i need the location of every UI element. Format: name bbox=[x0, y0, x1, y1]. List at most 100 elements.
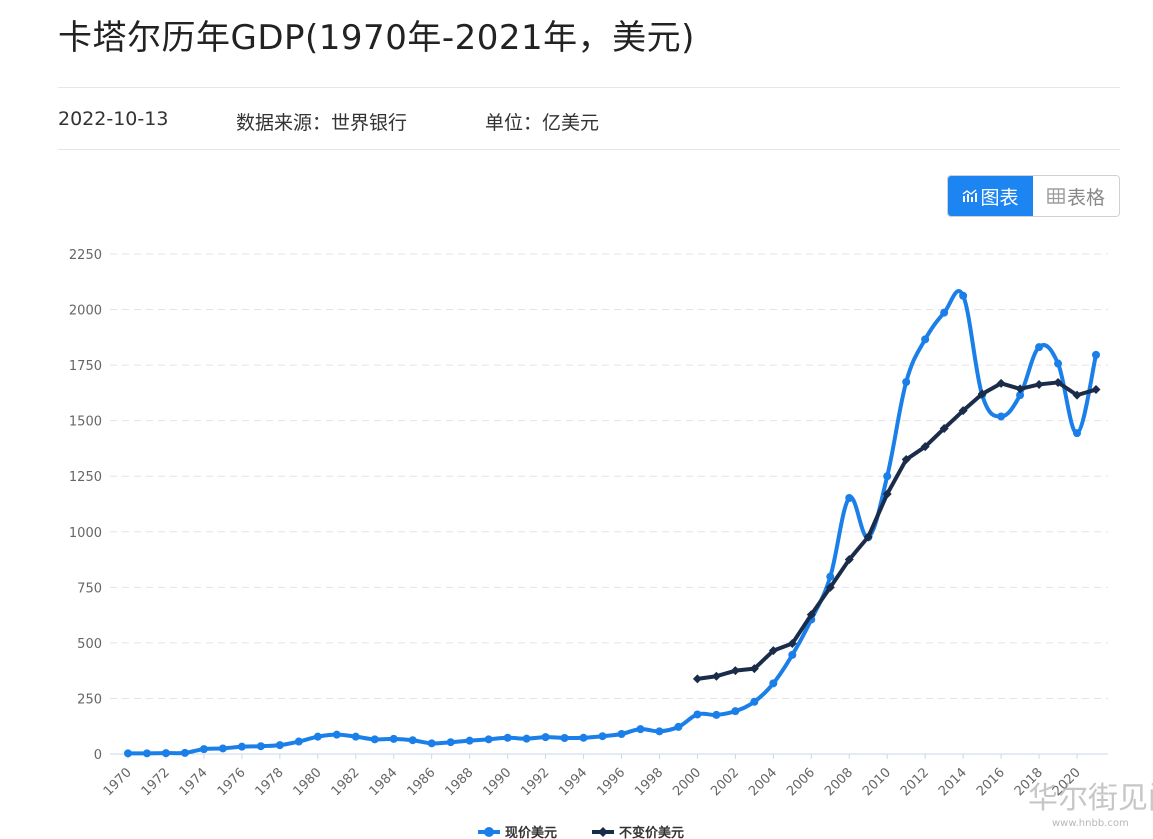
x-tick-label: 1996 bbox=[594, 765, 628, 799]
data-point bbox=[389, 734, 398, 743]
page-title: 卡塔尔历年GDP(1970年-2021年，美元) bbox=[58, 18, 695, 58]
data-point bbox=[617, 730, 626, 738]
x-tick-label: 2002 bbox=[708, 765, 742, 799]
data-point bbox=[180, 748, 189, 757]
table-view-button[interactable]: 表格 bbox=[1033, 176, 1119, 216]
x-tick-label: 1976 bbox=[215, 765, 249, 799]
table-view-label: 表格 bbox=[1066, 186, 1105, 209]
data-point bbox=[598, 732, 607, 741]
data-point bbox=[560, 734, 569, 742]
data-point bbox=[920, 442, 930, 452]
data-point bbox=[825, 582, 835, 592]
y-tick-label: 500 bbox=[77, 637, 102, 652]
data-point bbox=[845, 494, 854, 502]
legend-label: 现价美元 bbox=[505, 825, 557, 839]
publish-date: 2022-10-13 bbox=[58, 108, 169, 130]
data-point bbox=[883, 472, 892, 481]
x-tick-label: 2012 bbox=[898, 765, 932, 799]
data-point bbox=[921, 335, 930, 344]
series-line bbox=[695, 380, 1098, 681]
data-point bbox=[1092, 350, 1100, 359]
data-point bbox=[636, 725, 645, 734]
data-point bbox=[256, 742, 265, 751]
x-tick-label: 2010 bbox=[860, 765, 894, 799]
divider-top bbox=[58, 87, 1120, 88]
data-point bbox=[655, 727, 664, 736]
data-point bbox=[313, 732, 322, 741]
chart-view-button[interactable]: 图表 bbox=[948, 176, 1033, 216]
data-point bbox=[1035, 343, 1044, 352]
data-point bbox=[370, 735, 379, 744]
x-tick-label: 1970 bbox=[101, 765, 135, 799]
data-point bbox=[902, 378, 911, 386]
y-tick-label: 750 bbox=[77, 581, 102, 596]
x-tick-label: 1972 bbox=[139, 765, 173, 799]
series-line bbox=[126, 289, 1098, 756]
data-point bbox=[541, 733, 550, 742]
data-point bbox=[769, 679, 778, 688]
y-tick-label: 2000 bbox=[69, 304, 102, 319]
data-point bbox=[863, 532, 873, 542]
legend-item[interactable]: 现价美元 bbox=[478, 825, 557, 839]
x-tick-label: 1994 bbox=[556, 765, 590, 799]
data-point bbox=[522, 734, 531, 743]
data-point bbox=[484, 735, 493, 744]
data-point bbox=[332, 730, 341, 739]
data-point bbox=[711, 671, 721, 681]
y-tick-label: 250 bbox=[77, 692, 102, 707]
legend-label: 不变价美元 bbox=[619, 825, 684, 839]
data-point bbox=[939, 423, 949, 433]
data-point bbox=[788, 650, 797, 659]
legend[interactable]: 现价美元 不变价美元 bbox=[478, 825, 684, 839]
x-tick-label: 1974 bbox=[177, 765, 211, 799]
data-point bbox=[161, 749, 170, 758]
divider-bottom bbox=[58, 149, 1120, 150]
chart-view-label: 图表 bbox=[980, 186, 1019, 209]
data-point bbox=[844, 555, 854, 565]
y-tick-label: 1750 bbox=[69, 359, 102, 374]
x-tick-label: 1986 bbox=[405, 765, 439, 799]
data-point bbox=[579, 733, 588, 742]
x-tick-label: 2014 bbox=[936, 765, 970, 799]
data-point bbox=[465, 736, 474, 745]
data-point bbox=[275, 741, 284, 750]
x-tick-label: 2006 bbox=[784, 765, 818, 799]
y-tick-label: 1000 bbox=[69, 526, 102, 541]
data-point bbox=[294, 737, 303, 746]
data-point bbox=[749, 664, 759, 674]
y-axis: 0 250 500 750 1000 1250 1500 1750 2000 2250 bbox=[69, 248, 1108, 763]
data-point bbox=[882, 489, 892, 499]
data-point bbox=[674, 722, 683, 731]
x-tick-label: 2008 bbox=[822, 765, 856, 799]
x-tick-label: 2016 bbox=[974, 765, 1008, 799]
y-tick-label: 1500 bbox=[69, 415, 102, 430]
data-source: 数据来源：世界银行 bbox=[236, 112, 408, 134]
legend-marker bbox=[598, 827, 608, 837]
x-tick-label: 1998 bbox=[632, 765, 666, 799]
x-tick-label: 1978 bbox=[253, 765, 287, 799]
data-point bbox=[1034, 379, 1044, 389]
data-point bbox=[731, 707, 740, 716]
grid-lines bbox=[110, 253, 1108, 699]
data-point bbox=[1015, 384, 1025, 394]
data-point bbox=[712, 710, 721, 719]
data-point bbox=[1091, 385, 1101, 395]
data-point bbox=[692, 674, 702, 684]
watermark-url: www.hnbb.com bbox=[1052, 818, 1129, 829]
data-point bbox=[977, 389, 987, 399]
y-tick-label: 2250 bbox=[69, 248, 102, 263]
series-current-usd bbox=[124, 289, 1100, 758]
data-point bbox=[730, 666, 740, 676]
unit-label: 单位：亿美元 bbox=[485, 112, 600, 134]
data-point bbox=[237, 742, 246, 751]
data-point bbox=[787, 639, 797, 649]
legend-item[interactable]: 不变价美元 bbox=[592, 825, 684, 839]
data-point bbox=[1072, 390, 1082, 400]
table-icon bbox=[1047, 188, 1065, 204]
series-layer bbox=[124, 289, 1101, 758]
data-point bbox=[503, 733, 512, 742]
data-point bbox=[408, 736, 417, 745]
data-point bbox=[446, 738, 455, 747]
series-constant-usd bbox=[692, 377, 1101, 684]
data-point bbox=[1054, 359, 1063, 368]
